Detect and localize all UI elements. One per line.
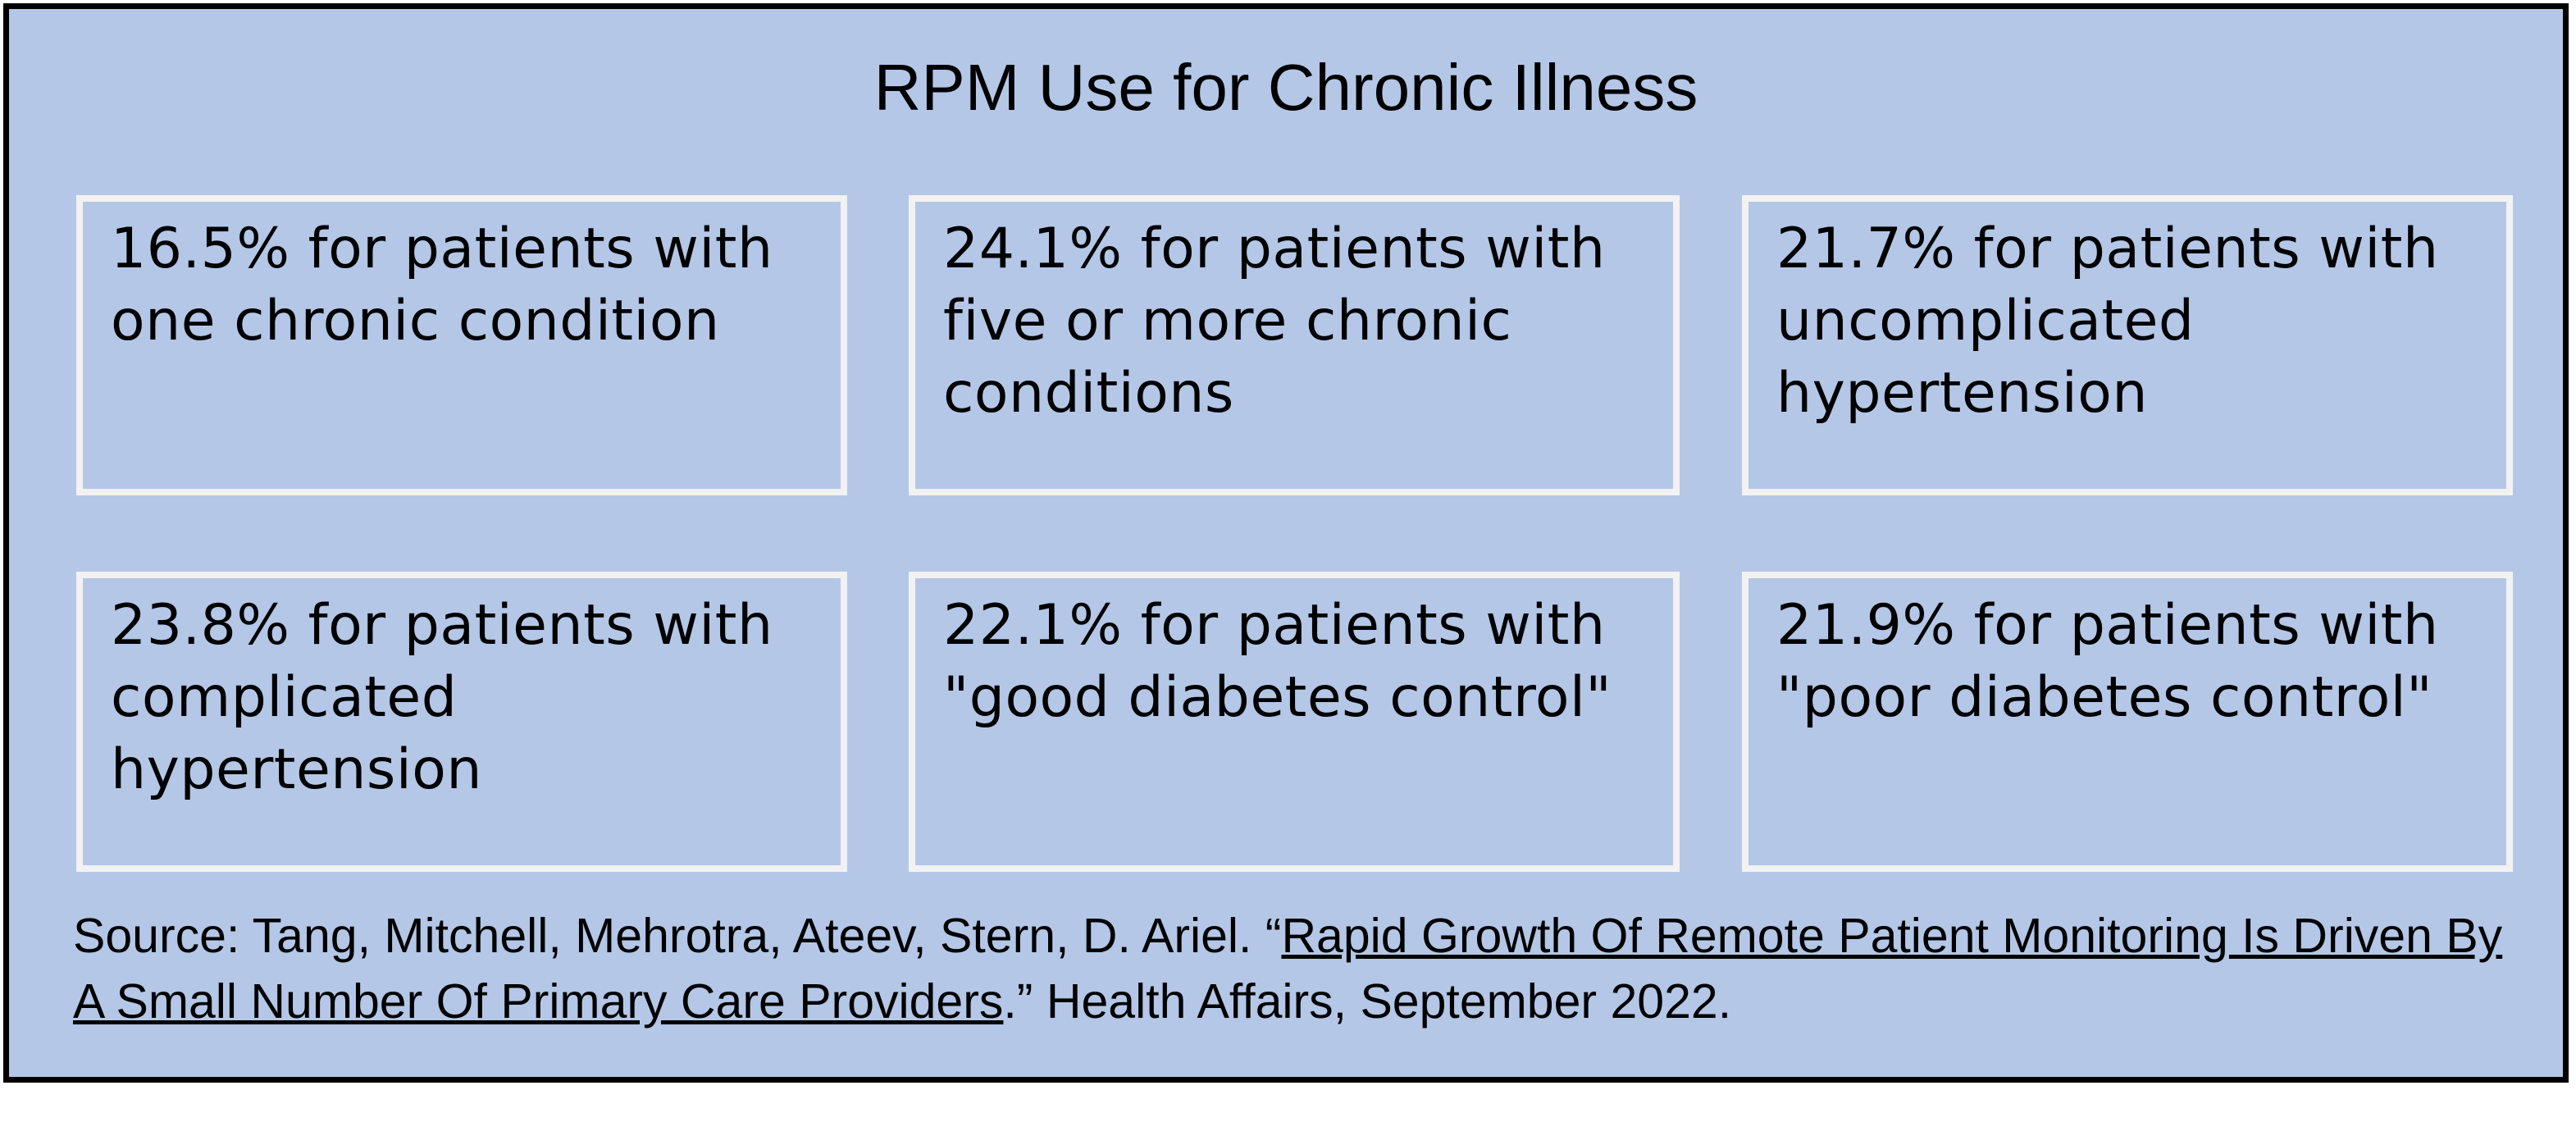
stat-card-five-or-more-conditions: 24.1% for patients with five or more chr… xyxy=(909,195,1680,495)
infographic-title: RPM Use for Chronic Illness xyxy=(873,51,1698,124)
source-article-link[interactable]: Rapid Growth Of Remote Patient Monitorin… xyxy=(73,909,2503,1028)
source-suffix: .” Health Affairs, September 2022. xyxy=(1003,974,1732,1028)
infographic-frame: RPM Use for Chronic Illness 16.5% for pa… xyxy=(3,3,2569,1083)
stat-card-good-diabetes-control: 22.1% for patients with "good diabetes c… xyxy=(909,572,1680,872)
stat-card-poor-diabetes-control: 21.9% for patients with "poor diabetes c… xyxy=(1742,572,2513,872)
stat-card-one-chronic-condition: 16.5% for patients with one chronic cond… xyxy=(76,195,847,495)
stat-card-complicated-hypertension: 23.8% for patients with complicated hype… xyxy=(76,572,847,872)
stat-card-uncomplicated-hypertension: 21.7% for patients with uncomplicated hy… xyxy=(1742,195,2513,495)
source-citation: Source: Tang, Mitchell, Mehrotra, Ateev,… xyxy=(73,903,2517,1034)
source-prefix: Source: Tang, Mitchell, Mehrotra, Ateev,… xyxy=(73,909,1282,963)
